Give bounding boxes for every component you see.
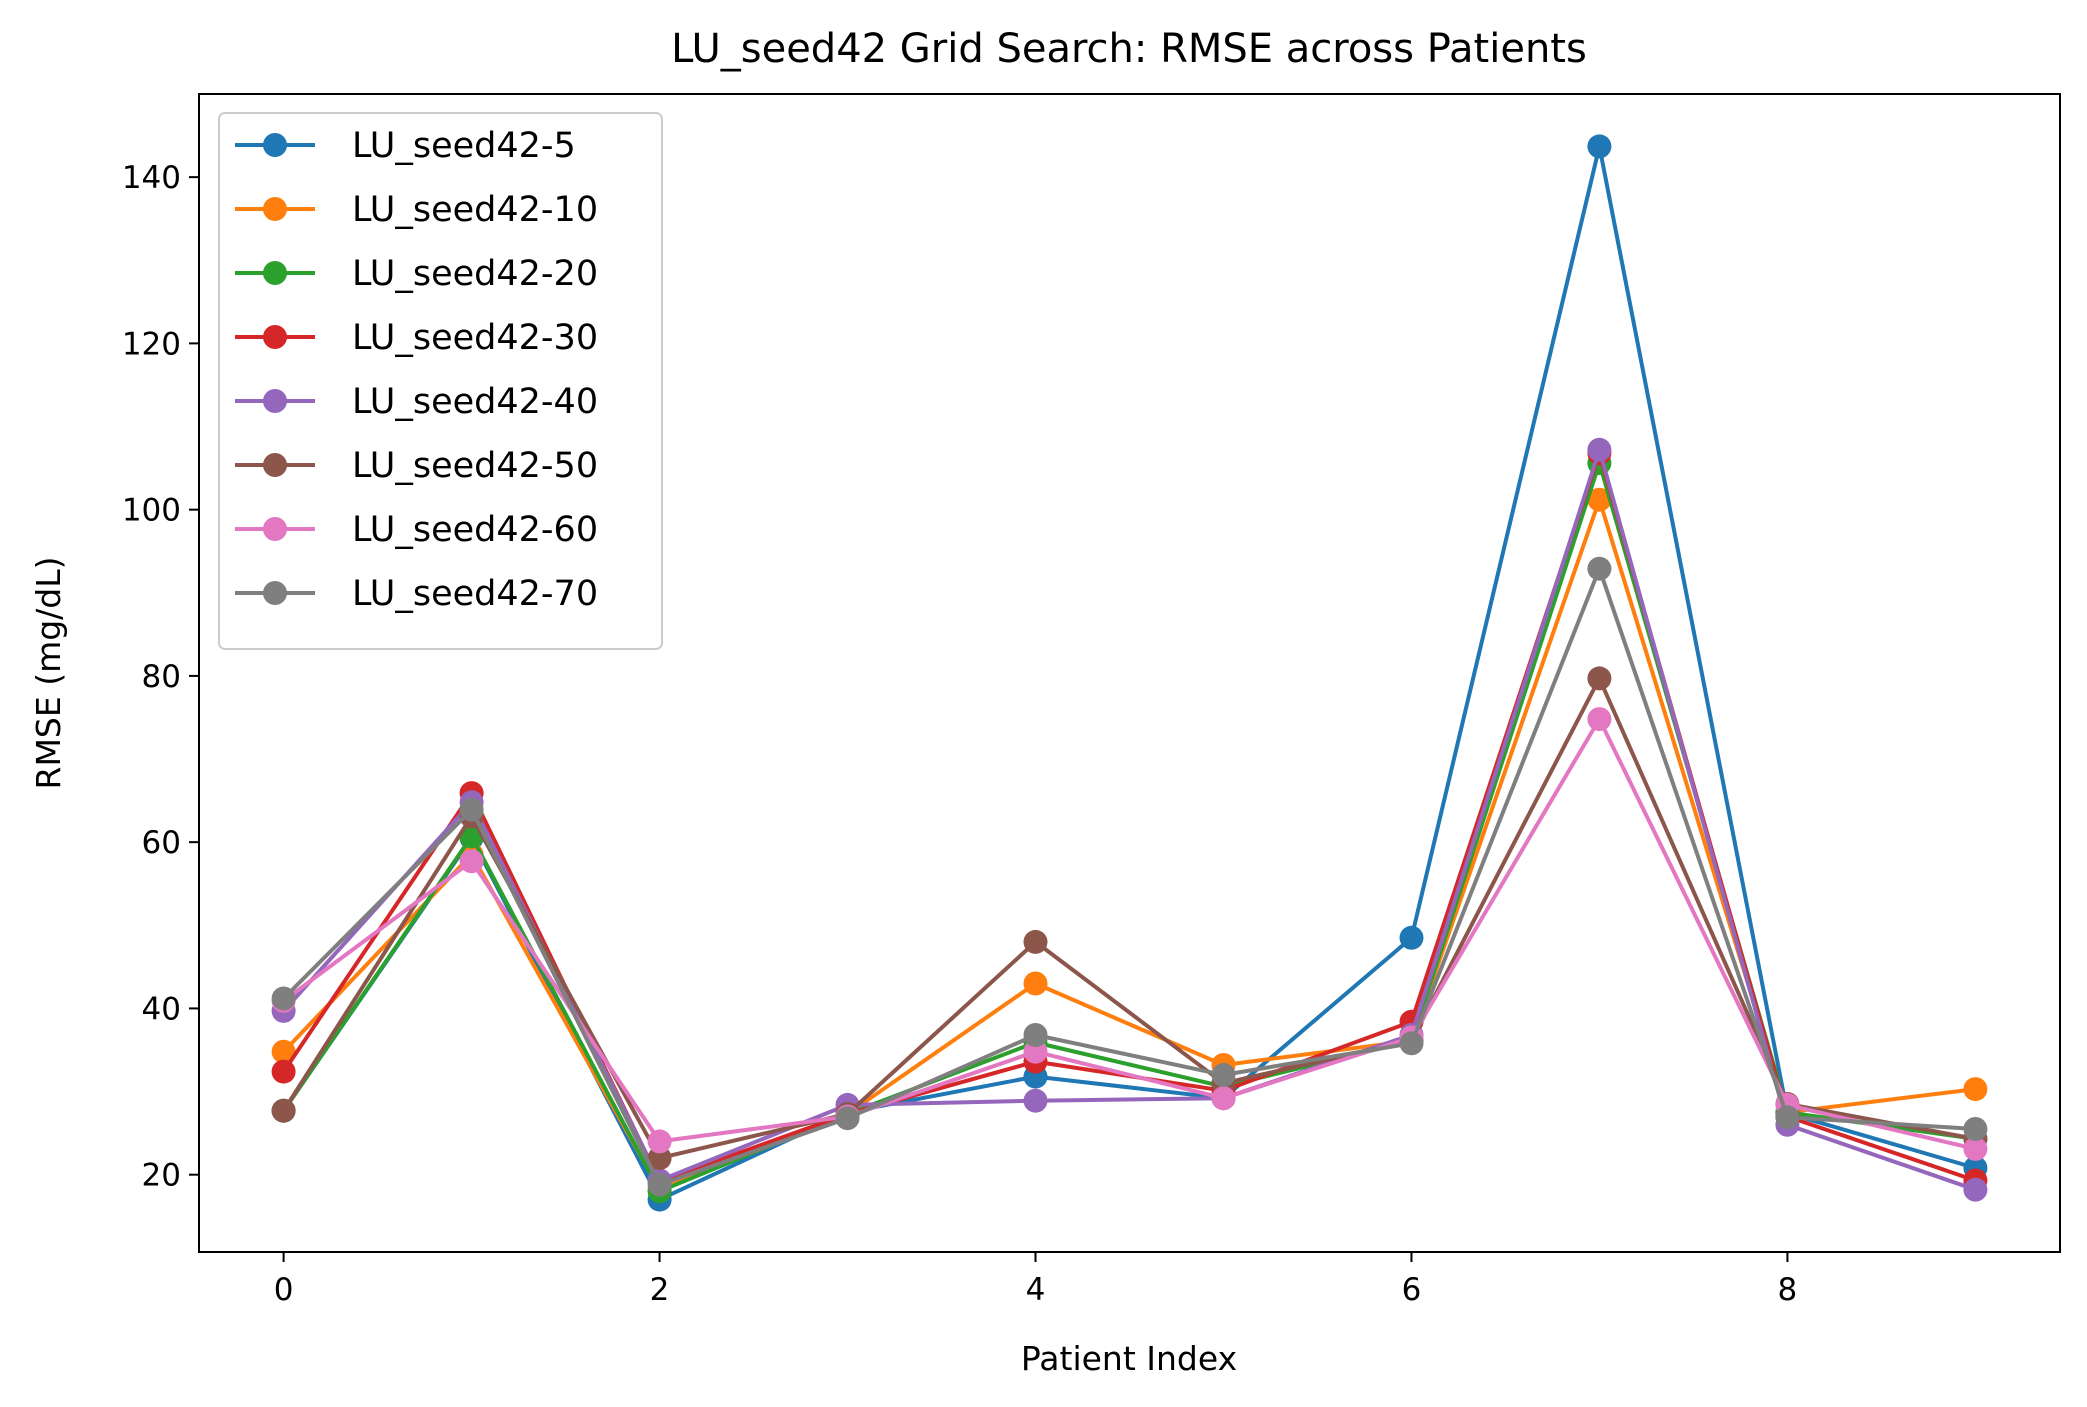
series-8 — [271, 556, 1988, 1197]
y-axis-label: RMSE (mg/dL) — [29, 557, 68, 790]
legend-item: LU_seed42-10 — [235, 190, 598, 230]
data-point — [1775, 1105, 1800, 1130]
data-point — [271, 1039, 296, 1064]
data-point — [835, 1106, 860, 1131]
series-line — [282, 447, 1977, 1192]
legend-label: LU_seed42-50 — [352, 446, 598, 486]
legend: LU_seed42-5 LU_seed42-10 LU_seed42-20 LU_se… — [218, 112, 663, 650]
data-point — [647, 1129, 672, 1154]
data-point — [647, 1146, 672, 1171]
legend-box — [218, 112, 663, 650]
y-tick-label: 40 — [142, 991, 181, 1027]
legend-marker — [263, 197, 287, 221]
data-point — [1023, 1039, 1048, 1064]
legend-marker — [263, 517, 287, 541]
legend-label: LU_seed42-5 — [352, 126, 576, 166]
chart-title: LU_seed42 Grid Search: RMSE across Patie… — [671, 26, 1587, 72]
data-point — [1587, 707, 1612, 732]
legend-marker — [263, 133, 287, 157]
series-line — [282, 497, 1976, 1192]
data-point — [1399, 925, 1424, 950]
data-point — [459, 797, 484, 822]
data-point — [1587, 437, 1612, 462]
data-point — [1587, 487, 1612, 512]
legend-label: LU_seed42-70 — [352, 574, 598, 614]
data-point — [1587, 666, 1612, 691]
data-point — [1023, 1088, 1048, 1113]
x-tick-label: 4 — [1026, 1272, 1046, 1308]
axes-frame — [198, 93, 2061, 1253]
data-point — [271, 1059, 296, 1084]
data-point — [1023, 1023, 1048, 1047]
legend-marker — [263, 261, 287, 285]
data-point — [1963, 1136, 1988, 1161]
legend-marker — [263, 581, 287, 605]
y-tick-label: 100 — [122, 493, 181, 529]
data-point — [459, 849, 484, 874]
legend-item: LU_seed42-60 — [235, 510, 598, 550]
legend-item: LU_seed42-5 — [235, 126, 576, 166]
data-point — [271, 1098, 296, 1123]
data-point — [1211, 1086, 1236, 1111]
legend-item: LU_seed42-40 — [235, 382, 598, 422]
legend-marker — [263, 389, 287, 413]
legend-label: LU_seed42-40 — [352, 382, 598, 422]
legend-label: LU_seed42-10 — [352, 190, 598, 230]
series-line — [281, 676, 1976, 1161]
x-tick-label: 6 — [1402, 1272, 1422, 1308]
data-point — [1587, 134, 1612, 159]
series-line — [282, 566, 1976, 1187]
x-tick-label: 8 — [1778, 1272, 1798, 1308]
data-point — [1587, 556, 1612, 581]
data-point — [1963, 1177, 1988, 1202]
legend-marker — [263, 325, 287, 349]
data-point — [1023, 929, 1048, 954]
y-tick-label: 80 — [142, 659, 181, 695]
legend-label: LU_seed42-60 — [352, 510, 598, 550]
legend-item: LU_seed42-20 — [235, 254, 598, 294]
y-tick-label: 140 — [122, 160, 181, 196]
data-point — [1023, 971, 1048, 996]
legend-label: LU_seed42-30 — [352, 318, 598, 358]
series-layer — [271, 134, 1988, 1212]
legend-item: LU_seed42-50 — [235, 446, 598, 486]
legend-item: LU_seed42-30 — [235, 318, 598, 358]
legend-label: LU_seed42-20 — [352, 254, 598, 294]
data-point — [1963, 1077, 1988, 1102]
data-point — [1399, 1031, 1424, 1056]
data-point — [271, 986, 296, 1011]
x-tick-label: 0 — [274, 1272, 294, 1308]
x-axis-label: Patient Index — [1021, 1339, 1237, 1378]
axes-layer: 0 2 4 6 8 20 40 60 80 100 120 140 — [122, 93, 2061, 1308]
x-tick-label: 2 — [650, 1272, 670, 1308]
y-tick-label: 120 — [122, 326, 181, 362]
legend-item: LU_seed42-70 — [235, 574, 598, 614]
y-tick-label: 20 — [142, 1158, 181, 1194]
data-point — [1963, 1117, 1988, 1141]
data-point — [647, 1172, 672, 1197]
legend-marker — [263, 453, 287, 477]
data-point — [1211, 1062, 1236, 1087]
y-tick-label: 60 — [142, 825, 181, 861]
